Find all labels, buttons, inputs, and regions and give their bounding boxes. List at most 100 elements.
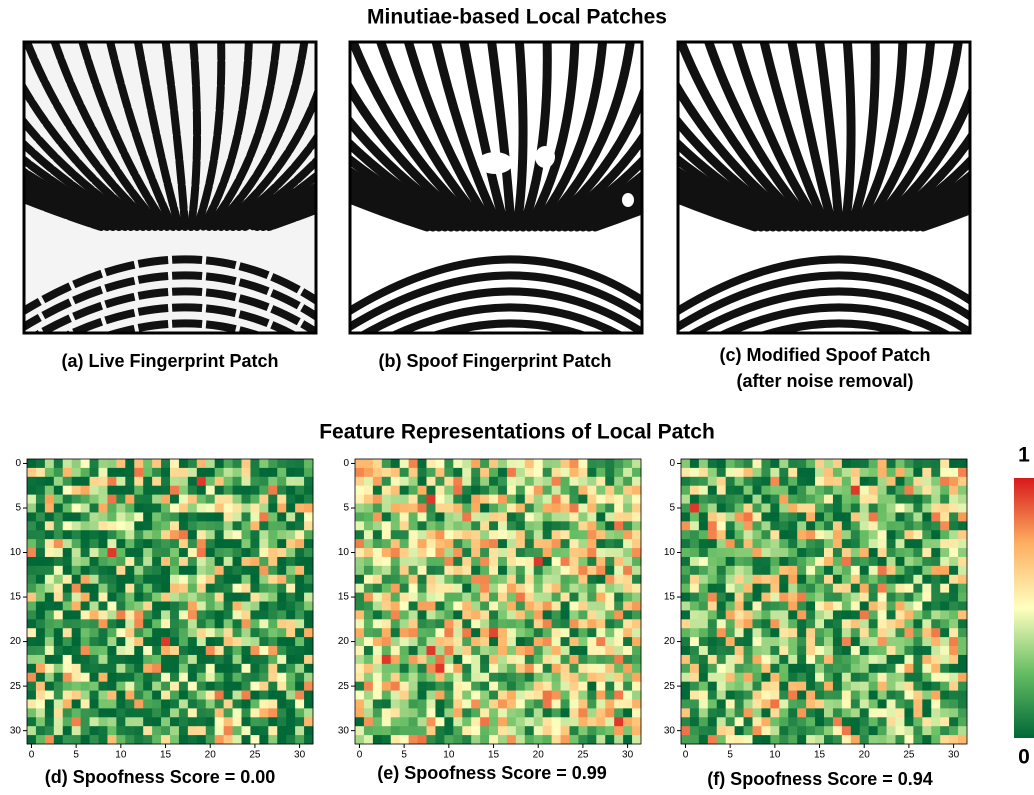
heatmap-cell bbox=[605, 628, 614, 637]
heatmap-cell bbox=[107, 495, 116, 504]
heatmap-cell bbox=[842, 664, 851, 673]
heatmap-cell bbox=[699, 530, 708, 539]
heatmap-cell bbox=[259, 619, 268, 628]
heatmap-cell bbox=[681, 459, 690, 468]
heatmap-cell bbox=[824, 530, 833, 539]
heatmap-cell bbox=[815, 708, 824, 717]
heatmap-cell bbox=[922, 682, 931, 691]
heatmap-cell bbox=[525, 557, 534, 566]
heatmap-cell bbox=[578, 477, 587, 486]
heatmap-cell bbox=[250, 619, 259, 628]
heatmap-cell bbox=[373, 584, 382, 593]
heatmap-cell bbox=[806, 646, 815, 655]
heatmap-cell bbox=[815, 593, 824, 602]
heatmap-cell bbox=[63, 691, 72, 700]
heatmap-cell bbox=[761, 646, 770, 655]
heatmap-cell bbox=[887, 504, 896, 513]
heatmap-cell bbox=[788, 512, 797, 521]
heatmap-cell bbox=[152, 646, 161, 655]
heatmap-cell bbox=[842, 504, 851, 513]
heatmap-cell bbox=[188, 726, 197, 735]
heatmap-cell bbox=[806, 486, 815, 495]
heatmap-cell bbox=[922, 504, 931, 513]
heatmap-cell bbox=[958, 646, 967, 655]
heatmap-cell bbox=[806, 655, 815, 664]
heatmap-cell bbox=[605, 708, 614, 717]
heatmap-cell bbox=[623, 726, 632, 735]
heatmap-cell bbox=[940, 504, 949, 513]
heatmap-cell bbox=[761, 512, 770, 521]
heatmap-cell bbox=[632, 717, 641, 726]
heatmap-cell bbox=[605, 530, 614, 539]
heatmap-cell bbox=[81, 468, 90, 477]
heatmap-cell bbox=[788, 691, 797, 700]
heatmap-cell bbox=[690, 566, 699, 575]
heatmap-cell bbox=[99, 708, 108, 717]
heatmap-cell bbox=[690, 548, 699, 557]
heatmap-cell bbox=[480, 655, 489, 664]
heatmap-cell bbox=[623, 459, 632, 468]
heatmap-cell bbox=[851, 575, 860, 584]
heatmap-cell bbox=[632, 691, 641, 700]
heatmap-cell bbox=[444, 548, 453, 557]
heatmap-cell bbox=[152, 691, 161, 700]
heatmap-cell bbox=[498, 468, 507, 477]
heatmap-cell bbox=[427, 602, 436, 611]
heatmap-cell bbox=[717, 628, 726, 637]
heatmap-cell bbox=[286, 459, 295, 468]
heatmap-cell bbox=[462, 735, 471, 744]
heatmap-cell bbox=[896, 548, 905, 557]
heatmap-cell bbox=[435, 699, 444, 708]
heatmap-cell bbox=[427, 726, 436, 735]
heatmap-cell bbox=[215, 575, 224, 584]
heatmap-cell bbox=[81, 628, 90, 637]
heatmap-cell bbox=[427, 682, 436, 691]
heatmap-cell bbox=[179, 664, 188, 673]
heatmap-cell bbox=[382, 539, 391, 548]
heatmap-cell bbox=[543, 495, 552, 504]
heatmap-cell bbox=[605, 717, 614, 726]
x-tick-label: 5 bbox=[401, 750, 407, 761]
y-tick-label: 20 bbox=[664, 636, 676, 647]
heatmap-cell bbox=[949, 557, 958, 566]
heatmap-cell bbox=[462, 673, 471, 682]
heatmap-cell bbox=[815, 699, 824, 708]
heatmap-cell bbox=[107, 477, 116, 486]
heatmap-cell bbox=[179, 575, 188, 584]
heatmap-cell bbox=[409, 530, 418, 539]
heatmap-cell bbox=[400, 495, 409, 504]
heatmap-cell bbox=[699, 486, 708, 495]
heatmap-cell bbox=[596, 504, 605, 513]
heatmap-cell bbox=[400, 468, 409, 477]
heatmap-cell bbox=[788, 530, 797, 539]
heatmap-cell bbox=[797, 539, 806, 548]
heatmap-cell bbox=[851, 726, 860, 735]
heatmap-cell bbox=[587, 477, 596, 486]
heatmap-cell bbox=[498, 512, 507, 521]
heatmap-cell bbox=[614, 584, 623, 593]
heatmap-cell bbox=[161, 610, 170, 619]
heatmap-cell bbox=[250, 691, 259, 700]
heatmap-cell bbox=[170, 637, 179, 646]
heatmap-cell bbox=[797, 682, 806, 691]
heatmap-cell bbox=[161, 726, 170, 735]
heatmap-cell bbox=[806, 521, 815, 530]
heatmap-cell bbox=[27, 708, 36, 717]
heatmap-cell bbox=[409, 557, 418, 566]
heatmap-cell bbox=[277, 602, 286, 611]
heatmap-cell bbox=[534, 637, 543, 646]
heatmap-cell bbox=[753, 610, 762, 619]
heatmap-cell bbox=[815, 468, 824, 477]
heatmap-cell bbox=[107, 504, 116, 513]
heatmap-cell bbox=[815, 655, 824, 664]
heatmap-cell bbox=[206, 575, 215, 584]
heatmap-cell bbox=[63, 726, 72, 735]
heatmap-cell bbox=[268, 691, 277, 700]
heatmap-cell bbox=[72, 637, 81, 646]
heatmap-cell bbox=[614, 468, 623, 477]
heatmap-cell bbox=[833, 459, 842, 468]
heatmap-cell bbox=[860, 717, 869, 726]
heatmap-cell bbox=[391, 735, 400, 744]
heatmap-cell bbox=[770, 539, 779, 548]
heatmap-cell bbox=[116, 691, 125, 700]
